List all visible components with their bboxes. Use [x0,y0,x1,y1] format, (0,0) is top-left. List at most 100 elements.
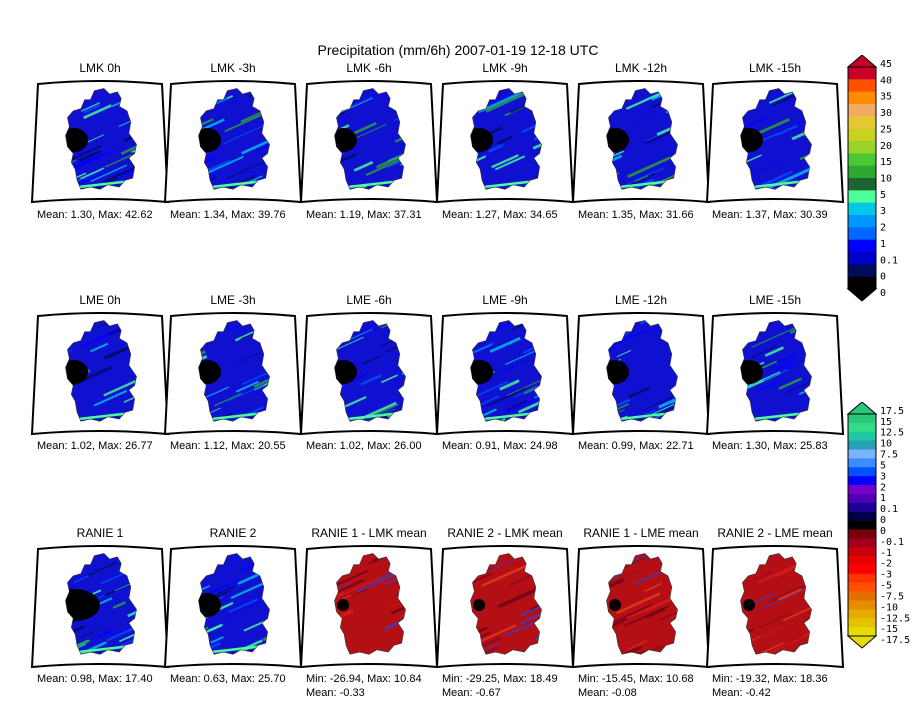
panel-title: RANIE 2 - LMK mean [447,526,563,540]
precip-colorbar-swatch [848,104,876,117]
germany-map [705,308,845,438]
diff-colorbar-label: -10 [880,602,898,613]
precip-colorbar-swatch [848,190,876,203]
panel-title: LMK -15h [748,61,802,75]
stat-line-2: Mean: -0.42 [712,687,771,699]
diff-colorbar-swatch [848,431,876,441]
germany-map [163,308,303,438]
panel-statistics: Min: -26.94, Max: 10.84 Mean: -0.33 [306,672,456,700]
diff-colorbar-swatch [848,573,876,584]
map-panel: LMK 0h Mean: 1.30, Max: 42.62 [30,61,170,241]
map-panel: LME -12h Mean: 0.99, Max: 22.71 [571,293,711,473]
diff-colorbar-label: -12.5 [880,613,910,624]
germany-map [299,308,439,438]
precip-colorbar-swatch [848,202,876,216]
diff-colorbar-label: 0.1 [880,504,898,515]
map-panel: RANIE 1 - LME mean Min: -15.45, Max: 10.6… [571,526,711,706]
diff-colorbar-label: 2 [880,482,886,493]
diff-colorbar-swatch [848,529,876,539]
stat-line-1: Mean: 1.02, Max: 26.77 [37,440,153,452]
diff-colorbar-label: -5 [880,581,892,592]
panel-statistics: Mean: 1.37, Max: 30.39 [712,208,862,222]
stat-line-1: Mean: 0.91, Max: 24.98 [442,440,558,452]
precip-colorbar-label: 45 [880,59,892,70]
diff-colorbar-swatch [848,564,876,575]
precipitation-colorbar: 45 40 35 30 25 20 15 10 5 3 2 1 0.1 0 0 [840,54,916,305]
precip-colorbar-label: 25 [880,124,892,135]
panel-statistics: Mean: 1.27, Max: 34.65 [442,208,592,222]
diff-colorbar-label: -0.1 [880,537,904,548]
diff-colorbar-swatch [848,493,876,504]
difference-colorbar: 17.5 15 12.5 10 7.5 5 3 2 1 0.1 0 0 -0.1 -1 -2 -3 -5 -7.5… [840,401,916,652]
precip-colorbar-swatch [848,79,876,92]
map-panel: LME -3h Mean: 1.12, Max: 20.55 [163,293,303,473]
stat-line-1: Mean: 1.30, Max: 25.83 [712,440,828,452]
precip-colorbar-swatch [848,128,876,142]
stat-line-1: Mean: 0.63, Max: 25.70 [170,673,286,685]
panel-title: LME -15h [748,293,802,307]
diff-colorbar-label: 7.5 [880,450,898,461]
panel-statistics: Mean: 0.99, Max: 22.71 [578,439,728,453]
map-panel: LMK -15h Mean: 1.37, Max: 30.39 [705,61,845,241]
diff-colorbar-swatch [848,467,876,477]
precip-colorbar-swatch [848,67,876,80]
diff-colorbar-label: 5 [880,460,886,471]
precip-colorbar-label: 15 [880,157,892,168]
panel-title: LME -12h [614,293,668,307]
panel-title: LMK -9h [482,61,528,75]
map-panel: LMK -12h Mean: 1.35, Max: 31.66 [571,61,711,241]
map-panel: RANIE 2 - LMK mean Min: -29.25, Max: 18.4… [435,526,575,706]
stat-line-1: Min: -26.94, Max: 10.84 [306,673,422,685]
panel-title: LMK 0h [79,61,121,75]
germany-map [30,76,170,206]
panel-title: RANIE 1 [76,526,124,540]
precip-colorbar-label: 10 [880,174,892,185]
diff-colorbar-swatch [848,582,876,592]
panel-statistics: Mean: 0.98, Max: 17.40 [37,672,187,686]
diff-colorbar-label: -7.5 [880,591,904,602]
stat-line-1: Mean: 0.98, Max: 17.40 [37,673,153,685]
panel-statistics: Mean: 1.35, Max: 31.66 [578,208,728,222]
diff-colorbar-swatch [848,591,876,601]
diff-colorbar-label: 15 [880,417,892,428]
panel-title: RANIE 1 - LME mean [583,526,699,540]
precip-colorbar-swatch [848,276,876,290]
precip-colorbar-label: 2 [880,223,886,234]
precip-colorbar-swatch [848,252,876,265]
map-panel: RANIE 1 Mean: 0.98, Max: 17.40 [30,526,170,706]
map-panel: RANIE 2 Mean: 0.63, Max: 25.70 [163,526,303,706]
stat-line-1: Mean: 1.27, Max: 34.65 [442,209,558,221]
panel-statistics: Mean: 1.34, Max: 39.76 [170,208,320,222]
diff-colorbar-swatch [848,547,876,557]
map-panel: LMK -9h Mean: 1.27, Max: 34.65 [435,61,575,241]
germany-map [163,76,303,206]
stat-line-1: Mean: 1.02, Max: 26.00 [306,440,422,452]
germany-map [571,76,711,206]
precip-colorbar-swatch [848,116,876,129]
panel-title: RANIE 1 - LMK mean [311,526,427,540]
precip-colorbar-swatch [848,227,876,240]
map-panel: LMK -3h Mean: 1.34, Max: 39.76 [163,61,303,241]
diff-colorbar-label: 0 [880,515,886,526]
diff-colorbar-label: -3 [880,570,892,581]
panel-statistics: Mean: 1.19, Max: 37.31 [306,208,456,222]
precip-colorbar-swatch [848,141,876,154]
germany-map [435,541,575,671]
precip-colorbar-label: 40 [880,75,892,86]
diff-colorbar-swatch [848,422,876,433]
stat-line-1: Mean: 1.30, Max: 42.62 [37,209,153,221]
diff-colorbar-label: 10 [880,439,892,450]
diff-colorbar-swatch [848,485,876,495]
precip-colorbar-label: 3 [880,206,886,217]
map-panel: RANIE 1 - LMK mean Min: -26.94, Max: 10.8… [299,526,439,706]
germany-map [30,308,170,438]
panel-statistics: Mean: 1.02, Max: 26.00 [306,439,456,453]
panel-title: LMK -6h [346,61,392,75]
stat-line-1: Mean: 0.99, Max: 22.71 [578,440,694,452]
panel-statistics: Mean: 0.91, Max: 24.98 [442,439,592,453]
map-panel: LME -9h Mean: 0.91, Max: 24.98 [435,293,575,473]
diff-colorbar-swatch [848,502,876,512]
map-panel: LME -6h Mean: 1.02, Max: 26.00 [299,293,439,473]
panel-statistics: Mean: 1.30, Max: 25.83 [712,439,862,453]
germany-map [299,76,439,206]
